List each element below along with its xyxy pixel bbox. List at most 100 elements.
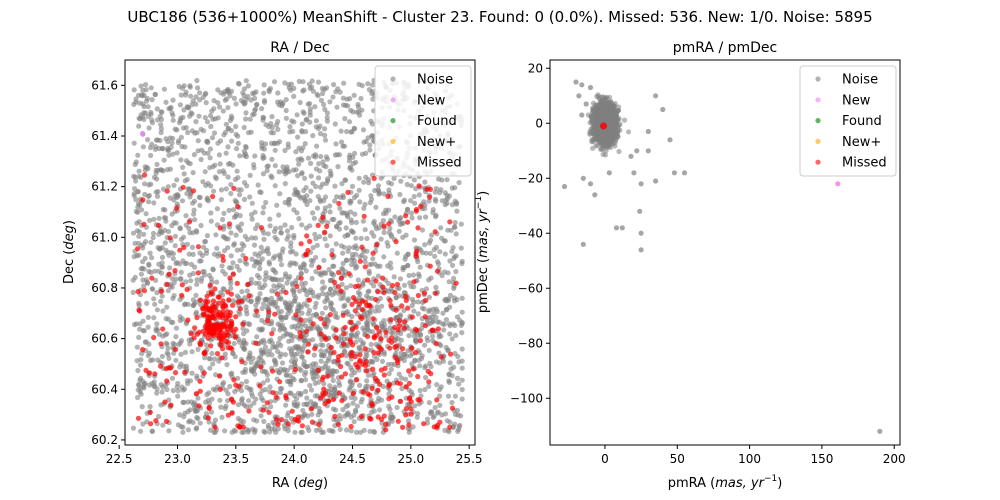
ra-dec-point-noise xyxy=(140,259,146,265)
ra-dec-point-noise xyxy=(293,149,299,155)
ra-dec-point-noise xyxy=(227,383,233,390)
ra-dec-point-noise xyxy=(340,260,346,267)
ra-dec-point-noise xyxy=(148,239,154,245)
ra-dec-point-noise xyxy=(396,293,402,299)
ra-dec-point-missed xyxy=(218,339,225,345)
ra-dec-point-noise xyxy=(417,387,423,394)
ra-dec-point-noise xyxy=(204,247,210,253)
ra-dec-point-noise xyxy=(370,256,376,262)
pm-point-noise xyxy=(590,100,597,106)
ra-dec-point-missed xyxy=(316,265,322,271)
ra-dec-point-noise xyxy=(308,160,314,166)
ra-dec-point-noise xyxy=(164,167,171,173)
ra-dec-point-noise xyxy=(449,336,455,342)
ra-dec-point-noise xyxy=(265,422,271,428)
ra-dec-point-noise xyxy=(277,335,283,342)
ra-dec-point-noise xyxy=(133,196,139,203)
ra-dec-point-noise xyxy=(262,344,269,350)
ra-dec-point-missed xyxy=(309,406,315,412)
ra-dec-point-missed xyxy=(403,297,409,303)
ra-dec-point-noise xyxy=(298,367,304,373)
ra-dec-point-noise xyxy=(137,202,143,208)
ra-dec-point-noise xyxy=(415,311,421,317)
ra-dec-y-tick-label: 61.6 xyxy=(91,78,118,92)
ra-dec-point-noise xyxy=(253,302,259,308)
ra-dec-point-noise xyxy=(260,114,266,120)
ra-dec-point-noise xyxy=(152,268,158,274)
ra-dec-point-noise xyxy=(339,265,345,272)
ra-dec-point-noise xyxy=(367,147,373,153)
ra-dec-point-noise xyxy=(316,161,322,167)
ra-dec-point-noise xyxy=(413,337,419,344)
ra-dec-point-missed xyxy=(402,293,409,299)
ra-dec-point-noise xyxy=(132,174,138,180)
ra-dec-point-noise xyxy=(300,109,306,115)
ra-dec-point-missed xyxy=(240,321,246,327)
ra-dec-point-noise xyxy=(408,372,414,378)
ra-dec-point-missed xyxy=(228,318,235,325)
ra-dec-point-noise xyxy=(287,274,293,280)
ra-dec-point-noise xyxy=(154,290,160,296)
ra-dec-point-noise xyxy=(367,428,373,434)
ra-dec-point-noise xyxy=(271,79,278,85)
ra-dec-point-missed xyxy=(233,314,239,320)
ra-dec-point-noise xyxy=(344,360,350,366)
ra-dec-point-noise xyxy=(291,207,297,213)
ra-dec-point-noise xyxy=(426,400,432,406)
ra-dec-point-missed xyxy=(197,388,203,394)
ra-dec-point-noise xyxy=(173,357,179,363)
ra-dec-point-noise xyxy=(155,189,161,195)
ra-dec-point-missed xyxy=(289,408,295,414)
ra-dec-point-noise xyxy=(369,358,375,365)
ra-dec-point-noise xyxy=(399,375,405,381)
ra-dec-point-noise xyxy=(140,421,146,427)
ra-dec-point-missed xyxy=(432,229,438,235)
ra-dec-point-noise xyxy=(271,283,277,289)
ra-dec-point-noise xyxy=(435,261,442,267)
ra-dec-point-noise xyxy=(202,169,208,175)
ra-dec-point-noise xyxy=(178,269,184,275)
ra-dec-point-missed xyxy=(243,255,249,262)
ra-dec-point-noise xyxy=(335,164,341,170)
ra-dec-point-missed xyxy=(367,392,373,398)
ra-dec-point-noise xyxy=(282,199,288,206)
ra-dec-point-noise xyxy=(361,139,367,145)
ra-dec-point-missed xyxy=(371,349,377,356)
ra-dec-point-noise xyxy=(139,207,145,213)
ra-dec-point-missed xyxy=(346,271,352,277)
ra-dec-point-noise xyxy=(178,275,184,281)
ra-dec-point-missed xyxy=(322,229,328,235)
ra-dec-point-noise xyxy=(347,165,353,171)
ra-dec-point-missed xyxy=(237,424,243,430)
ra-dec-point-missed xyxy=(203,298,209,305)
ra-dec-point-noise xyxy=(131,87,137,93)
ra-dec-point-noise xyxy=(329,216,335,223)
ra-dec-point-noise xyxy=(259,305,265,312)
ra-dec-point-noise xyxy=(192,217,198,223)
ra-dec-point-noise xyxy=(438,225,444,231)
ra-dec-point-noise xyxy=(415,410,421,417)
ra-dec-point-noise xyxy=(343,403,349,410)
ra-dec-point-noise xyxy=(295,156,301,163)
ra-dec-point-noise xyxy=(183,213,189,219)
ra-dec-point-noise xyxy=(405,262,411,268)
ra-dec-point-noise xyxy=(156,261,162,267)
ra-dec-point-noise xyxy=(142,191,148,197)
ra-dec-point-missed xyxy=(158,341,164,347)
ra-dec-point-noise xyxy=(289,118,295,124)
ra-dec-point-noise xyxy=(135,152,141,158)
ra-dec-point-noise xyxy=(222,248,228,254)
ra-dec-point-noise xyxy=(198,126,204,132)
ra-dec-point-missed xyxy=(265,317,271,324)
ra-dec-point-noise xyxy=(210,164,216,170)
ra-dec-point-missed xyxy=(370,366,376,372)
ra-dec-point-noise xyxy=(322,137,329,143)
ra-dec-point-noise xyxy=(348,107,354,113)
ra-dec-point-noise xyxy=(228,88,235,94)
ra-dec-point-noise xyxy=(278,351,284,357)
ra-dec-point-missed xyxy=(179,292,185,298)
ra-dec-point-noise xyxy=(437,402,443,408)
ra-dec-point-missed xyxy=(195,270,201,276)
ra-dec-point-noise xyxy=(270,344,276,350)
ra-dec-point-noise xyxy=(308,188,314,194)
